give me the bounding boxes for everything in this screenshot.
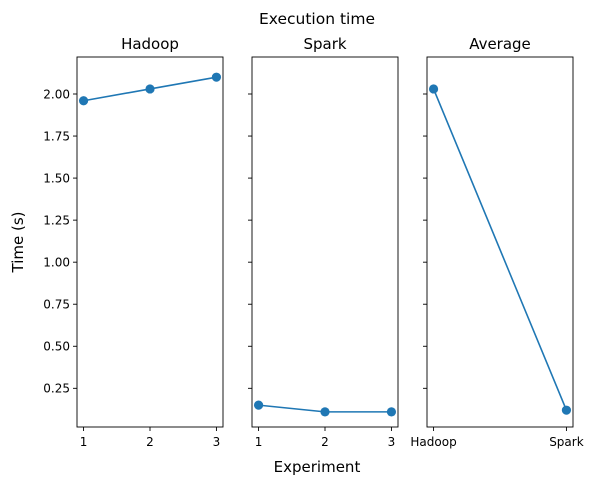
x-tick-label: 1 [255,435,263,449]
data-point [211,72,222,82]
panel-2: Average Hadoop Spark [410,35,583,449]
y-tick-label: 1.25 [43,213,70,227]
x-tick-label: 3 [388,435,396,449]
data-point [386,407,397,417]
data-point [78,96,89,106]
y-tick-label: 1.00 [43,255,70,269]
panel-1: Spark 1 2 3 [248,35,399,449]
y-tick-label: 0.75 [43,298,70,312]
panel-0: Hadoop 0.25 0.50 0.75 1.00 1.25 1.50 1.75 2.00 1 2… [43,35,224,449]
x-tick-label: 2 [321,435,329,449]
figure-suptitle: Execution time [259,10,375,28]
y-tick-label: 1.75 [43,129,70,143]
data-point [145,84,155,94]
data-point [253,400,264,410]
chart-panels: Hadoop 0.25 0.50 0.75 1.00 1.25 1.50 1.75 2.00 1 2… [43,35,583,449]
y-tick-label: 1.50 [43,171,70,185]
x-tick-label: 3 [213,435,221,449]
panel-title: Spark [303,35,346,53]
y-axis-label: Time (s) [9,212,27,274]
x-tick-label: 2 [146,435,154,449]
panel-title: Average [469,35,531,53]
panel-frame [426,56,574,428]
series-line [432,88,568,411]
data-point [320,407,330,417]
x-tick-label: Spark [549,435,584,449]
y-tick-label: 2.00 [43,87,70,101]
x-axis-label: Experiment [274,458,361,476]
y-tick-label: 0.25 [43,382,70,396]
x-tick-label: Hadoop [410,435,456,449]
panel-title: Hadoop [121,35,179,53]
data-point [428,84,439,94]
data-point [561,405,572,415]
x-tick-label: 1 [80,435,88,449]
y-tick-label: 0.50 [43,340,70,354]
